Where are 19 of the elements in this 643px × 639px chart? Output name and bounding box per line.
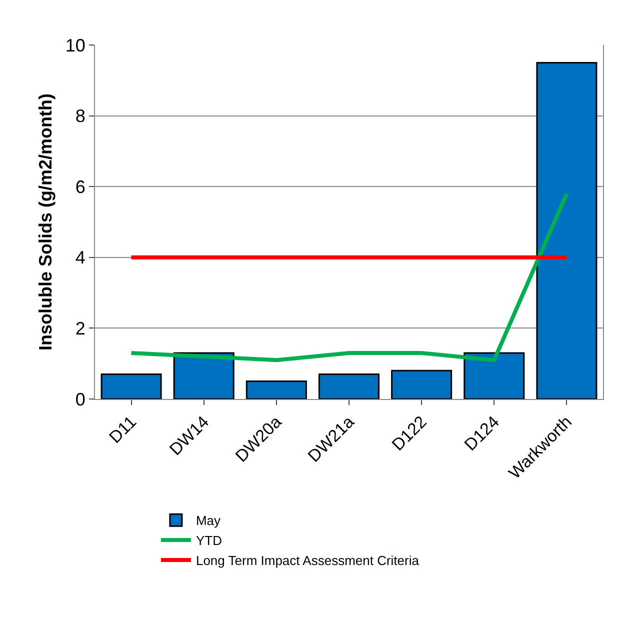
y-tick-label: 4 — [75, 248, 86, 268]
x-tick-label: D11 — [106, 412, 140, 447]
bar — [536, 62, 598, 399]
bar — [318, 373, 380, 399]
y-tick-label: 8 — [75, 106, 86, 126]
bar — [391, 370, 452, 399]
y-tick-label: 2 — [75, 318, 86, 338]
line-series — [129, 192, 569, 362]
y-tick-label: 0 — [75, 389, 86, 410]
legend-label: May — [196, 513, 222, 528]
bar — [100, 373, 162, 399]
y-tick-label: 6 — [75, 176, 86, 197]
bar — [464, 352, 525, 399]
legend-label: YTD — [196, 533, 222, 548]
bar — [246, 380, 307, 399]
legend-label: Long Term Impact Assessment Criteria — [196, 553, 420, 568]
y-tick-label: 10 — [65, 35, 86, 56]
bar — [173, 352, 234, 399]
y-axis-title: Insoluble Solids (g/m2/month) — [36, 93, 56, 351]
